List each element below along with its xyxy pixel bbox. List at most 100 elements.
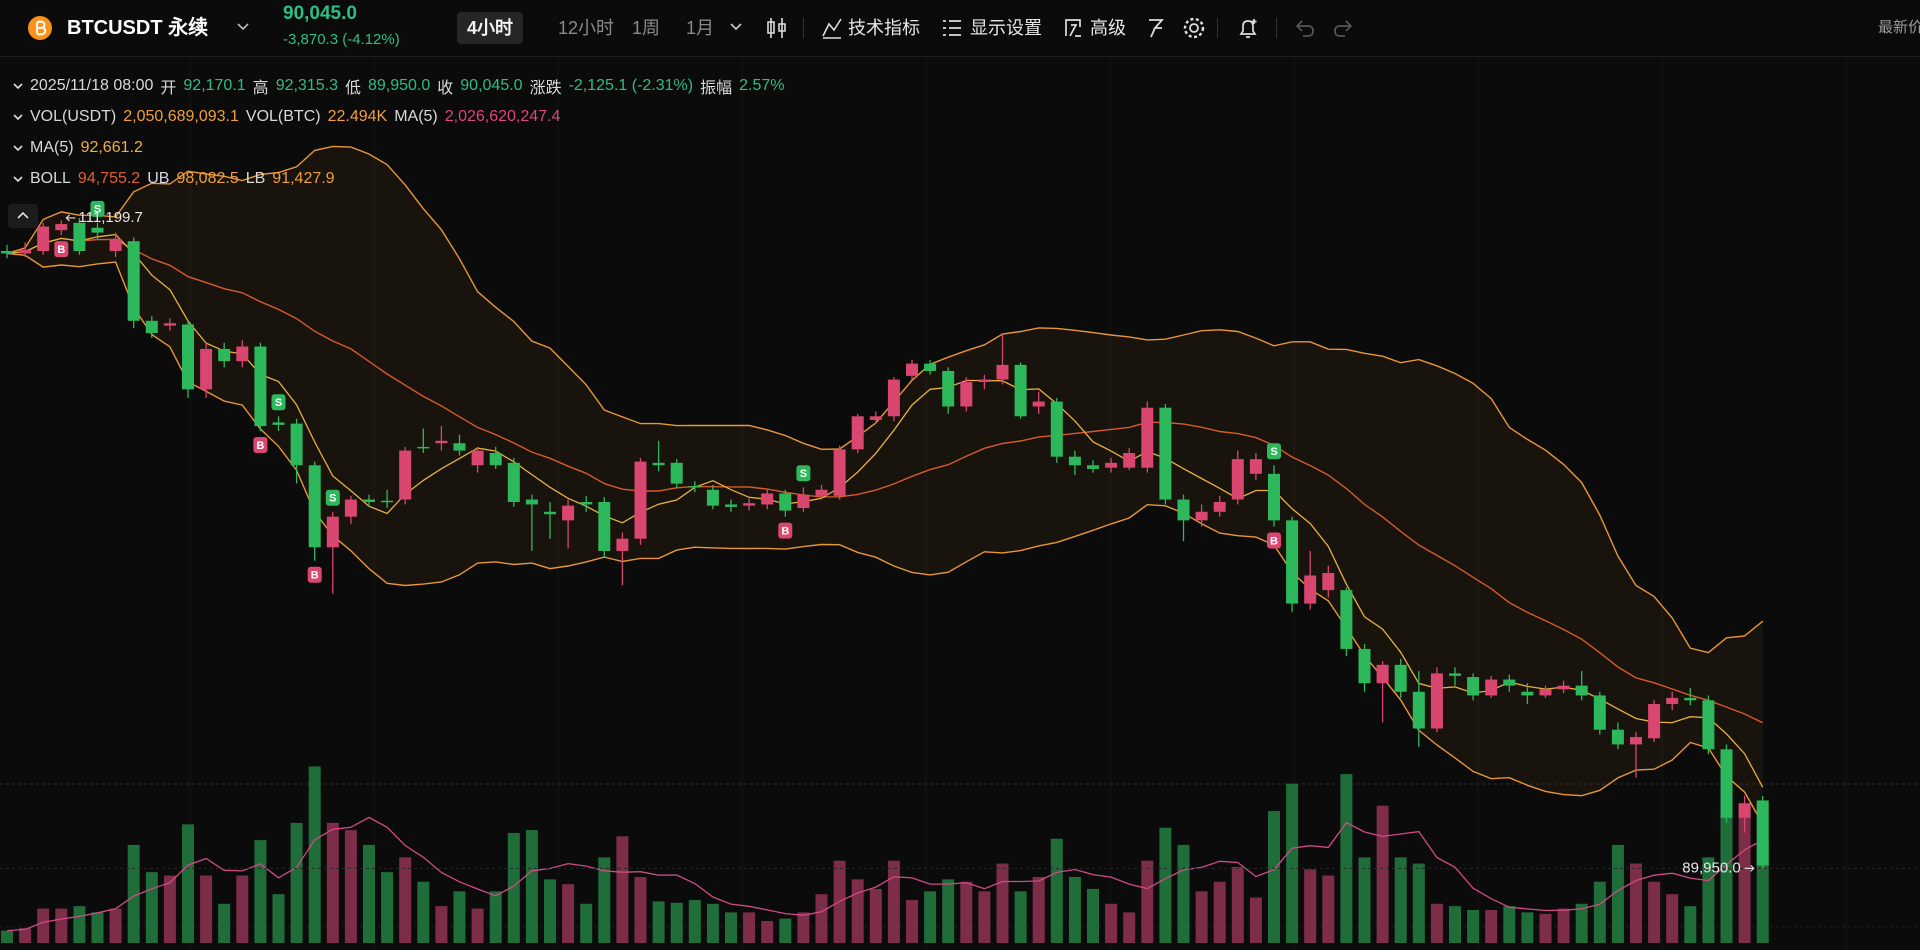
info-item: 涨跌 [529,79,562,97]
info-item: 2025/11/18 08:00 [30,76,154,94]
candle-body [236,346,249,362]
candle-body [453,443,466,451]
redo-button[interactable] [1332,16,1354,40]
volume-bar [1358,857,1371,943]
info-item: MA(5) [394,107,438,125]
info-item: 2.57% [739,76,785,94]
volume-bar [1032,876,1045,943]
volume-bar [924,891,937,943]
row-toggle[interactable] [12,80,24,92]
alert-button[interactable] [1236,16,1260,40]
settings-button[interactable] [1182,16,1206,40]
signal-badge [90,200,105,217]
boll-band [7,146,1763,825]
candle-body [833,449,846,496]
candle-body [1286,520,1299,604]
candle-body [1068,456,1081,466]
volume-bar [1593,881,1606,943]
volume-bar [1105,903,1118,943]
candle-body [906,363,918,376]
candle-body [344,499,357,517]
candle-body [1539,689,1552,696]
candle-body [1087,465,1099,469]
candle-body [381,500,394,503]
info-item: UB [147,169,170,187]
menu-item[interactable]: 高级 [1090,18,1126,38]
info-item: 2,026,620,247.4 [444,107,561,125]
volume-bar [815,894,828,943]
candle-body [652,462,665,466]
volume-bar [725,912,737,943]
symbol[interactable]: BTCUSDT 永续 [67,17,209,39]
interval-tab[interactable]: 12小时 [558,18,615,38]
interval-tab[interactable]: 4小时 [457,12,524,44]
volume-bar [1,930,13,943]
volume-bar [91,912,104,943]
row-toggle[interactable] [12,142,24,154]
candle-body [1195,511,1208,521]
candle-body [1177,499,1190,521]
volume-bar [1213,881,1226,943]
volume-bar [1611,844,1624,943]
candle-body [1666,697,1679,705]
chart-type-button[interactable] [766,16,788,40]
candle-body [815,489,828,496]
candle-body [254,346,267,427]
info-item: MA(5) [30,138,74,156]
volume-bar [562,884,575,943]
volume-bar [779,918,792,943]
volume-bar [363,844,375,943]
volume-bar [1756,844,1769,943]
collapse-button[interactable] [8,204,38,228]
candle-body [218,348,231,362]
candle-body [471,450,484,466]
volume-bar [19,928,32,943]
interval-tab[interactable]: 1周 [632,18,661,38]
volume-bar [1630,863,1642,943]
separator [1217,18,1218,38]
drawing-tool-button[interactable] [1145,16,1167,40]
signal-badge [54,241,69,258]
advanced-icon [1065,19,1081,37]
volume-bar [399,857,412,943]
volume-bar [1738,808,1751,943]
low-arrow [1744,864,1755,872]
signal-badge [1267,443,1281,460]
volume-bar [1648,881,1661,943]
candle-body [706,489,719,506]
interval-dropdown[interactable] [729,20,743,34]
volume-bar [670,902,683,943]
menu-item[interactable]: 技术指标 [848,18,920,38]
display-settings-icon [943,20,961,36]
undo-button[interactable] [1294,16,1316,40]
volume-bar [308,766,321,943]
volume-bar [489,891,502,943]
volume-bar [906,899,918,943]
candle-body [182,324,194,390]
signal-label: S [1270,446,1277,458]
row-toggle[interactable] [12,173,24,185]
volume-bar [978,891,991,943]
candle-body [1684,697,1697,701]
toolbar: BTCUSDT 永续 90,045.0 -3,870.3 (-4.12%) 4小… [0,0,1920,57]
signal-label: S [94,204,101,216]
row-toggle[interactable] [12,111,24,123]
volume-bar [1177,844,1190,943]
volume-bar [200,875,213,943]
candle-body [1340,590,1353,649]
candle-body [562,505,575,521]
signal-label: B [1270,535,1278,547]
interval-tab[interactable]: 1月 [686,18,715,38]
symbol-dropdown[interactable] [236,20,250,34]
volume-bar [381,872,394,943]
menu-item[interactable]: 显示设置 [970,18,1042,38]
volume-bar [743,912,756,943]
candle-body [1720,749,1733,818]
volume-bar [55,908,68,943]
candle-body [1557,685,1570,690]
candle-body [869,416,882,420]
volume-bar [344,830,357,943]
candle-body [616,538,629,551]
signal-badge [325,489,340,506]
candle-body [1123,453,1136,468]
